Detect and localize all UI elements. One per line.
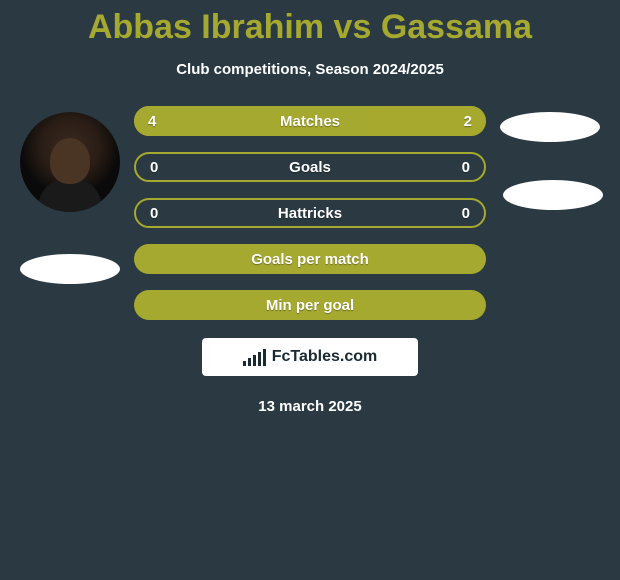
left-player-avatar xyxy=(20,112,120,212)
stat-label: Goals xyxy=(136,159,484,176)
right-player-avatar-oval xyxy=(500,112,600,142)
left-player-col xyxy=(6,106,134,320)
stat-row-mpg: Min per goal xyxy=(134,290,486,320)
left-player-name-oval xyxy=(20,254,120,284)
comparison-panel: 4 Matches 2 0 Goals 0 0 Hattricks 0 Goal… xyxy=(0,106,620,320)
stat-label: Hattricks xyxy=(136,205,484,222)
bar-chart-icon xyxy=(243,349,266,366)
stat-value-right: 0 xyxy=(462,159,470,176)
stat-label: Min per goal xyxy=(134,297,486,314)
page-subtitle: Club competitions, Season 2024/2025 xyxy=(0,61,620,78)
stat-row-matches: 4 Matches 2 xyxy=(134,106,486,136)
stat-row-goals: 0 Goals 0 xyxy=(134,152,486,182)
right-player-name-oval xyxy=(503,180,603,210)
stat-label: Matches xyxy=(134,113,486,130)
stat-label: Goals per match xyxy=(134,251,486,268)
snapshot-date: 13 march 2025 xyxy=(0,398,620,415)
stats-bars: 4 Matches 2 0 Goals 0 0 Hattricks 0 Goal… xyxy=(134,106,486,320)
stat-row-hattricks: 0 Hattricks 0 xyxy=(134,198,486,228)
right-player-col xyxy=(486,106,614,320)
fctables-logo: FcTables.com xyxy=(202,338,418,376)
stat-value-right: 0 xyxy=(462,205,470,222)
stat-value-right: 2 xyxy=(464,113,472,130)
stat-row-gpm: Goals per match xyxy=(134,244,486,274)
logo-text: FcTables.com xyxy=(272,348,378,366)
page-title: Abbas Ibrahim vs Gassama xyxy=(0,0,620,47)
